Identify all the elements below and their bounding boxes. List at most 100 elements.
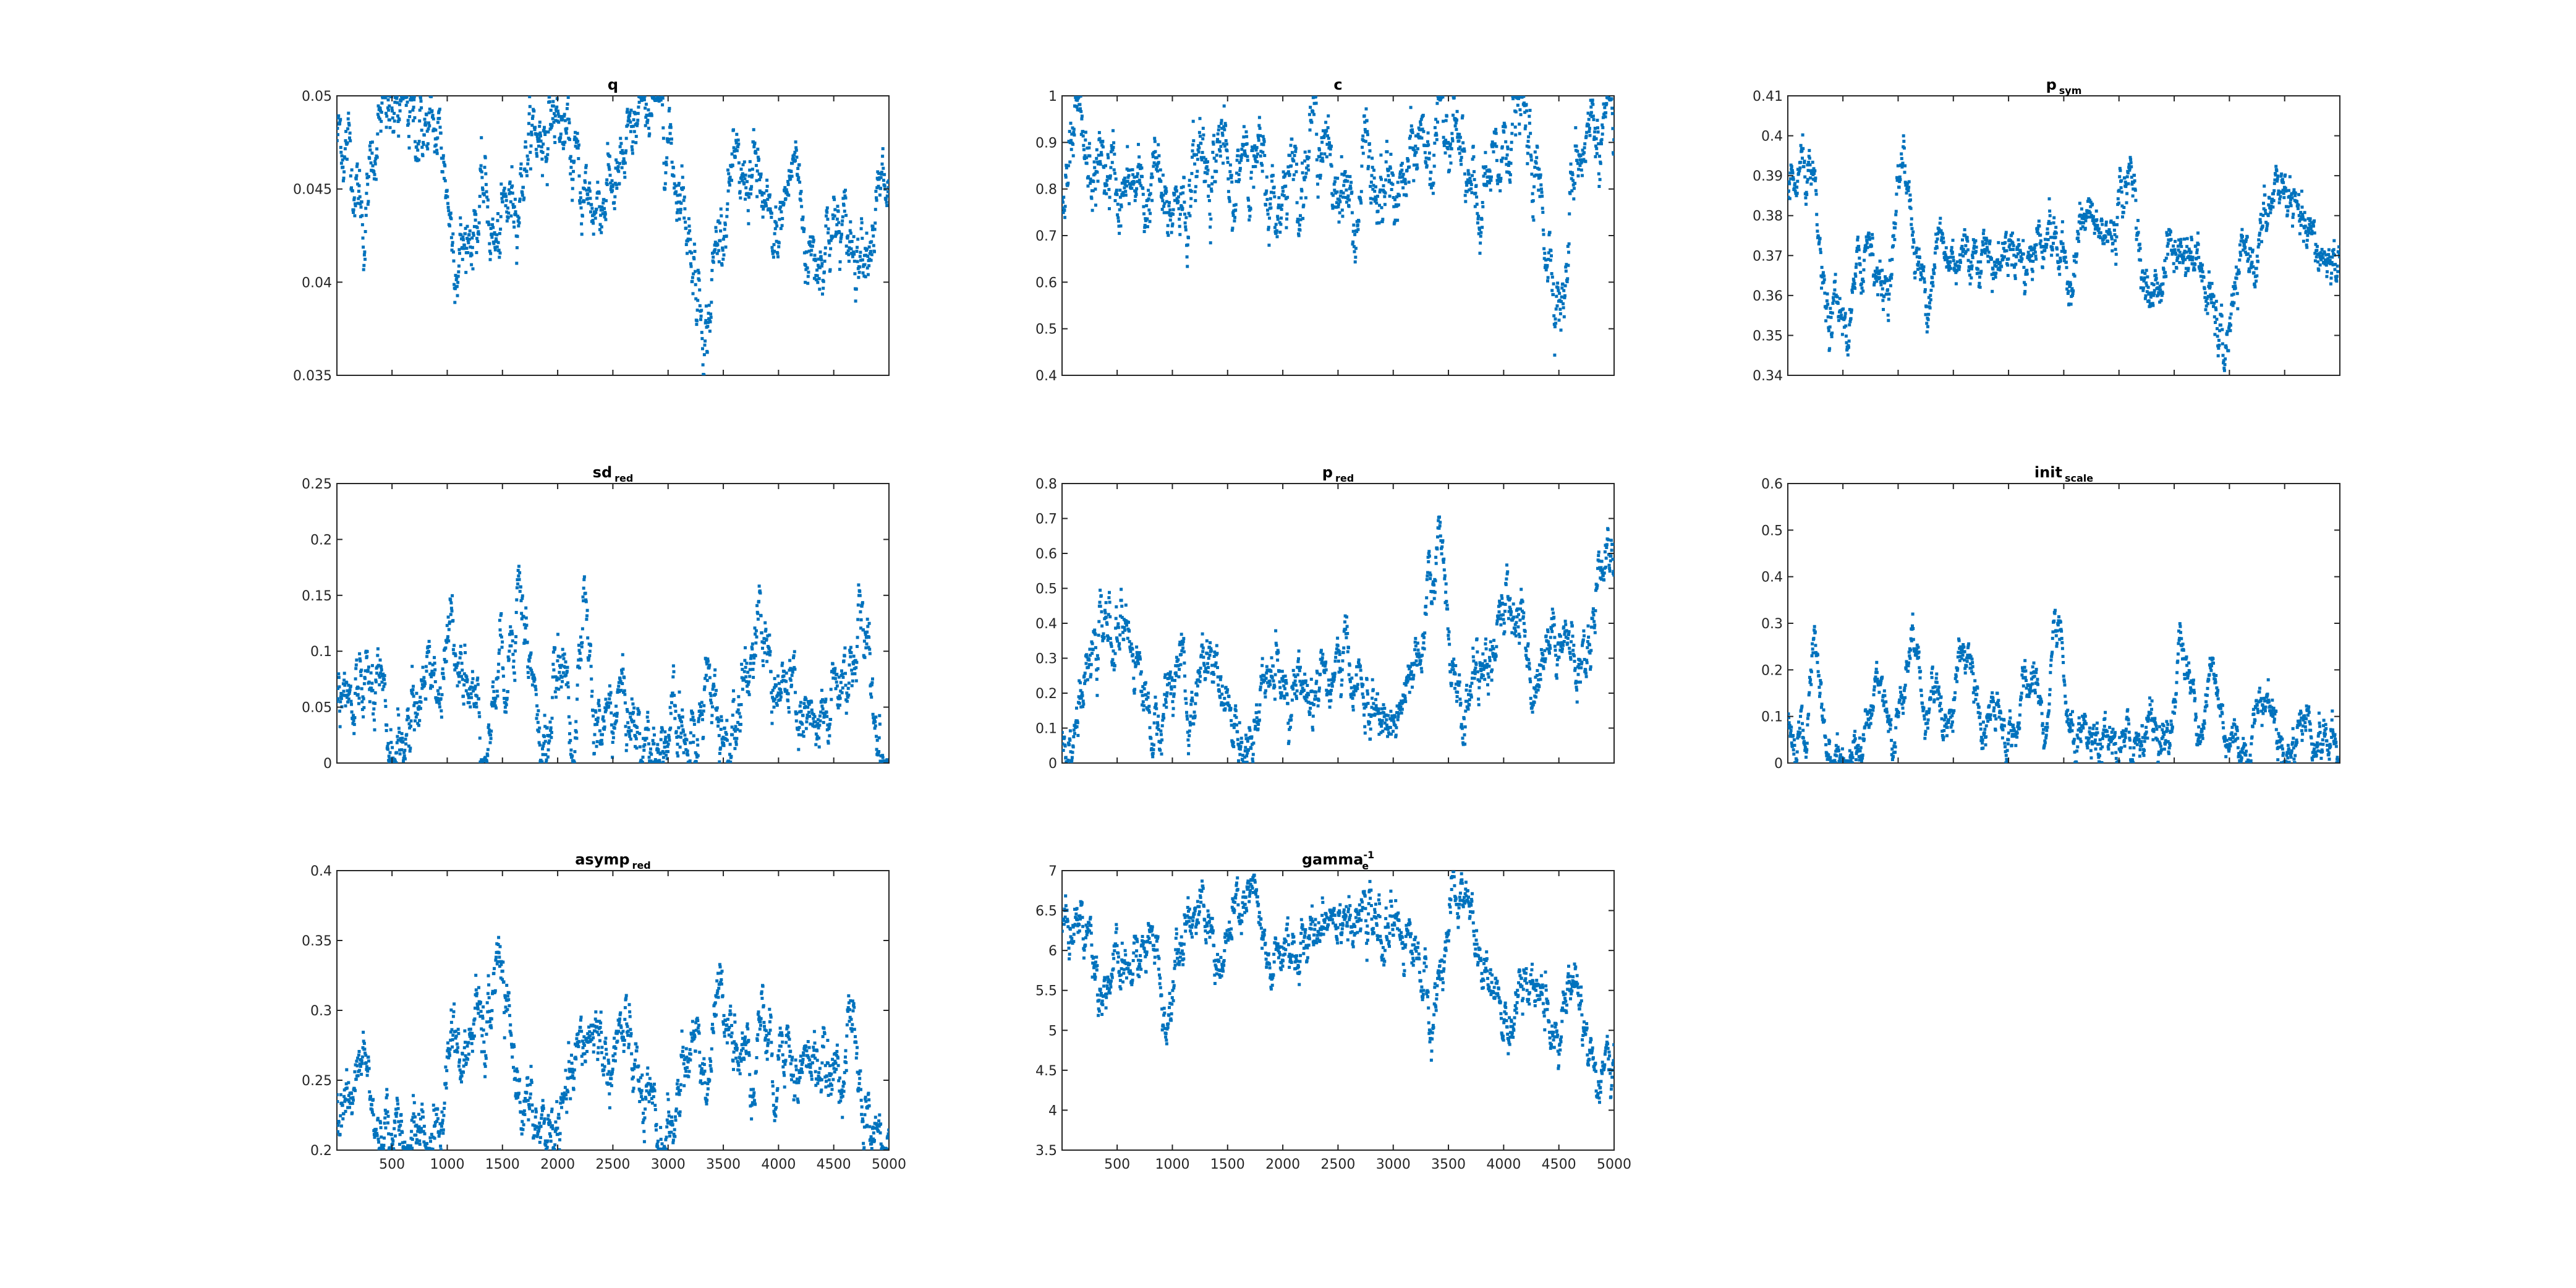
data-point bbox=[2175, 267, 2179, 270]
data-point bbox=[2258, 231, 2261, 235]
data-point bbox=[1465, 190, 1469, 194]
data-point bbox=[736, 145, 740, 148]
data-point bbox=[342, 678, 346, 682]
data-point bbox=[1847, 346, 1850, 349]
data-point bbox=[373, 173, 376, 176]
data-point bbox=[1175, 197, 1179, 200]
data-point bbox=[2297, 214, 2301, 218]
data-point bbox=[765, 204, 768, 208]
data-point bbox=[545, 183, 549, 187]
data-point bbox=[2179, 241, 2182, 244]
data-point bbox=[2006, 263, 2010, 267]
data-point bbox=[2125, 201, 2128, 205]
data-point bbox=[511, 184, 514, 188]
data-point bbox=[1490, 175, 1493, 179]
data-point bbox=[1495, 179, 1499, 182]
data-point bbox=[2094, 209, 2098, 213]
data-point bbox=[2154, 273, 2158, 277]
data-point bbox=[2214, 299, 2218, 303]
data-point bbox=[2298, 232, 2302, 236]
data-point bbox=[1066, 181, 1070, 185]
data-point bbox=[2257, 238, 2261, 242]
data-point bbox=[2031, 260, 2035, 263]
data-point bbox=[1913, 270, 1917, 274]
data-point bbox=[679, 208, 682, 211]
data-point bbox=[464, 232, 467, 236]
data-point bbox=[840, 235, 843, 239]
data-point bbox=[2140, 278, 2144, 281]
data-point bbox=[1167, 234, 1170, 237]
data-point bbox=[495, 233, 499, 237]
data-point bbox=[1401, 175, 1405, 179]
data-point bbox=[433, 668, 437, 672]
data-point bbox=[1801, 156, 1804, 160]
data-point bbox=[694, 297, 698, 301]
data-point bbox=[2067, 289, 2070, 293]
data-point bbox=[457, 264, 461, 268]
data-point bbox=[2013, 276, 2017, 280]
data-point bbox=[1255, 155, 1259, 158]
data-point bbox=[603, 215, 606, 219]
data-point bbox=[1861, 289, 1865, 293]
data-point bbox=[2282, 181, 2285, 184]
data-point bbox=[2175, 258, 2179, 262]
data-point bbox=[1278, 205, 1282, 209]
data-point bbox=[2296, 207, 2300, 210]
data-point bbox=[1206, 160, 1209, 164]
data-point bbox=[449, 607, 453, 610]
data-point bbox=[831, 213, 835, 217]
data-point bbox=[615, 161, 619, 164]
data-point bbox=[359, 659, 362, 663]
data-point bbox=[1198, 117, 1202, 121]
data-point bbox=[1215, 153, 1218, 157]
data-point bbox=[1476, 211, 1479, 215]
data-point bbox=[1916, 268, 1919, 271]
data-point bbox=[1129, 182, 1133, 186]
data-point bbox=[1273, 226, 1277, 229]
data-point bbox=[1081, 134, 1085, 138]
panel-3: 0.340.350.360.370.380.390.40.41p sym bbox=[1753, 76, 2340, 384]
data-point bbox=[1887, 297, 1890, 301]
data-point bbox=[702, 373, 706, 375]
data-point bbox=[1894, 222, 1897, 226]
data-point bbox=[764, 202, 768, 205]
data-point bbox=[534, 132, 538, 136]
data-point bbox=[424, 123, 428, 127]
data-point bbox=[2057, 267, 2060, 271]
data-point bbox=[1612, 152, 1614, 156]
data-point bbox=[1919, 271, 1923, 275]
data-point bbox=[2290, 196, 2294, 200]
data-point bbox=[1799, 143, 1803, 147]
data-point bbox=[395, 741, 399, 744]
data-point bbox=[405, 718, 409, 722]
data-point bbox=[1477, 232, 1481, 236]
data-point bbox=[1141, 192, 1145, 196]
data-point bbox=[861, 271, 865, 275]
data-point bbox=[2025, 268, 2029, 272]
data-point bbox=[1228, 200, 1231, 203]
data-point bbox=[451, 241, 454, 244]
data-point bbox=[1412, 179, 1416, 182]
data-point bbox=[882, 166, 885, 170]
data-point bbox=[461, 258, 464, 262]
data-point bbox=[1157, 143, 1160, 147]
data-point bbox=[2000, 265, 2004, 268]
data-point bbox=[1849, 317, 1853, 320]
data-point bbox=[1496, 182, 1500, 186]
data-point bbox=[377, 116, 381, 119]
data-point bbox=[357, 189, 360, 193]
data-point bbox=[482, 193, 486, 197]
data-point bbox=[1509, 161, 1513, 165]
data-point bbox=[1390, 188, 1393, 191]
data-point bbox=[395, 96, 399, 98]
data-point bbox=[2170, 249, 2174, 252]
data-point bbox=[346, 700, 350, 704]
data-point bbox=[1957, 268, 1961, 271]
data-point bbox=[2330, 261, 2334, 265]
data-point bbox=[360, 700, 364, 704]
data-point bbox=[1202, 156, 1205, 160]
data-point bbox=[1170, 224, 1174, 228]
data-point bbox=[409, 719, 413, 723]
data-point bbox=[2159, 288, 2162, 292]
data-point bbox=[2105, 229, 2109, 233]
